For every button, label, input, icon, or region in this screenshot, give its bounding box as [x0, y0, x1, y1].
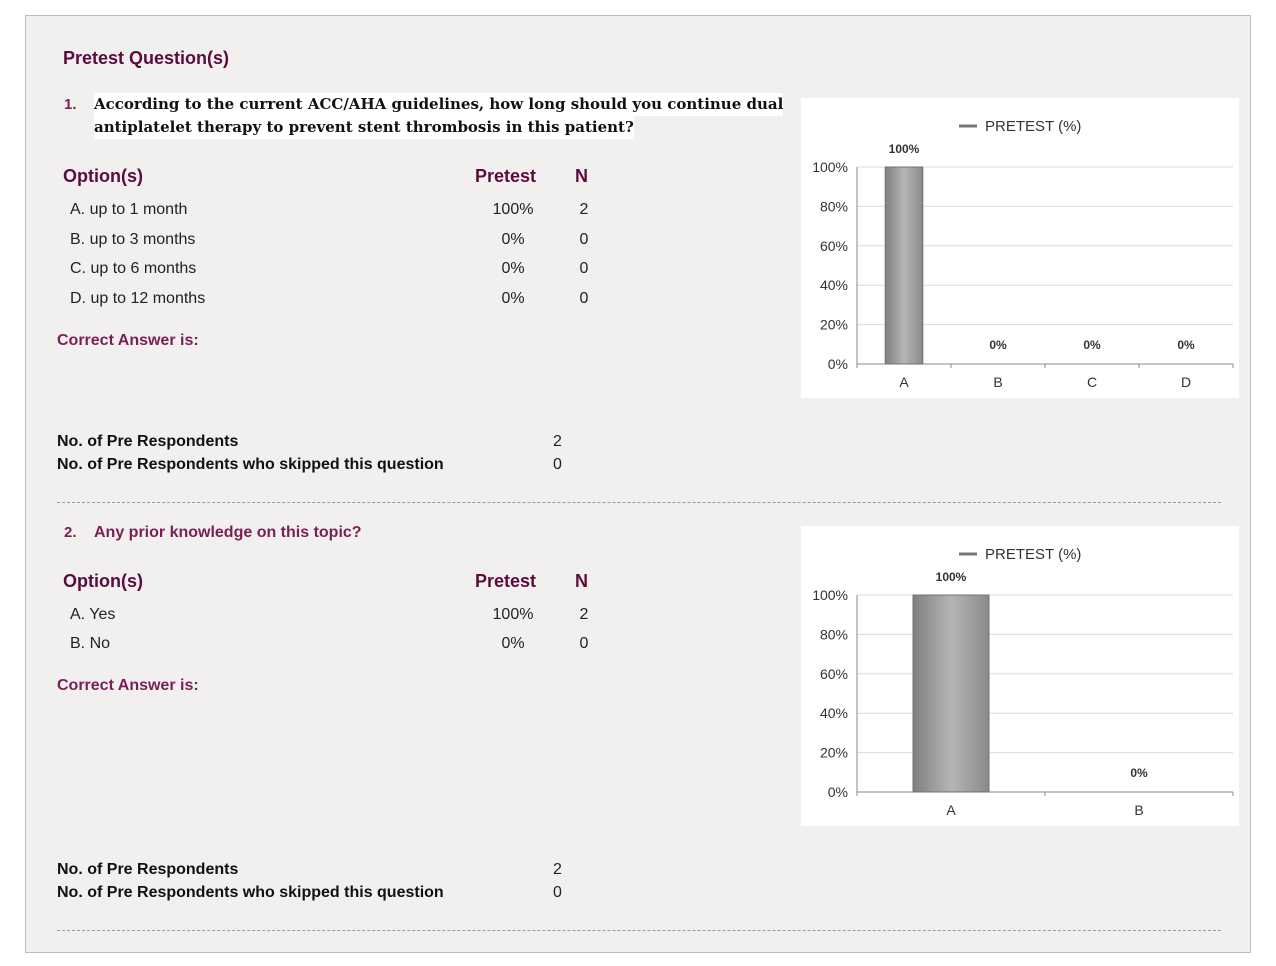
y-tick-label: 60%	[820, 238, 848, 254]
q1-option-b-pretest: 0%	[501, 231, 525, 248]
y-tick-label: 100%	[812, 587, 848, 603]
q1-skipped-label: No. of Pre Respondents who skipped this …	[57, 456, 444, 473]
q2-n-header: N	[575, 571, 588, 591]
q1-n-header: N	[575, 166, 588, 186]
q2-option-a-n: 2	[579, 606, 589, 623]
question-2-number: 2.	[64, 524, 77, 541]
y-tick-label: 20%	[820, 317, 848, 333]
q1-correct-answer-label: Correct Answer is:	[57, 332, 199, 349]
q1-option-a-n: 2	[579, 201, 589, 218]
x-tick-label-d: D	[1181, 374, 1191, 390]
q2-options-header: Option(s)	[63, 571, 143, 591]
q1-respondents-label: No. of Pre Respondents	[57, 433, 239, 450]
data-label-a: 100%	[889, 142, 920, 156]
x-tick-label-b: B	[993, 374, 1002, 390]
q1-option-b-n: 0	[579, 231, 589, 248]
section-title: Pretest Question(s)	[63, 48, 230, 68]
q2-option-b-pretest: 0%	[501, 635, 525, 652]
q2-correct-answer-label: Correct Answer is:	[57, 677, 199, 694]
q1-option-c-pretest: 0%	[501, 260, 525, 277]
q1-option-d-label: D. up to 12 months	[70, 290, 206, 307]
q2-skipped-label: No. of Pre Respondents who skipped this …	[57, 884, 444, 901]
data-label-b: 0%	[1130, 766, 1148, 780]
y-tick-label: 40%	[820, 705, 848, 721]
q2-bar-chart-svg: 0% 20% 40% 60% 80% 100% 100% A 0% B PRETEST (%)	[812, 546, 1234, 818]
y-tick-label: 80%	[820, 198, 848, 214]
data-label-b: 0%	[989, 338, 1007, 352]
q1-option-d-pretest: 0%	[501, 290, 525, 307]
q2-option-a-pretest: 100%	[492, 606, 534, 623]
q1-option-c-n: 0	[579, 260, 589, 277]
x-tick-label-a: A	[946, 802, 956, 818]
x-tick-label-a: A	[899, 374, 909, 390]
q1-respondents-value: 2	[553, 433, 562, 450]
y-tick-label: 0%	[828, 356, 848, 372]
bar-a	[912, 594, 990, 793]
q2-respondents-value: 2	[553, 861, 562, 878]
q1-option-a-pretest: 100%	[492, 201, 534, 218]
q1-option-c-label: C. up to 6 months	[70, 260, 197, 277]
data-label-c: 0%	[1083, 338, 1101, 352]
x-tick-label-c: C	[1087, 374, 1097, 390]
q1-options-header: Option(s)	[63, 166, 143, 186]
q1-option-d-n: 0	[579, 290, 589, 307]
y-tick-label: 60%	[820, 666, 848, 682]
q1-bar-chart-svg: 0% 20% 40% 60% 80% 100% 100% A 0% B 0% C 0% D PRETEST …	[812, 118, 1234, 390]
q2-option-b-label: B. No	[70, 635, 111, 652]
data-label-a: 100%	[936, 570, 967, 584]
q1-pretest-header: Pretest	[475, 166, 537, 186]
y-tick-label: 40%	[820, 277, 848, 293]
question-1-text-line2: antiplatelet therapy to prevent stent th…	[94, 116, 634, 139]
y-tick-label: 100%	[812, 159, 848, 175]
bar-a	[884, 166, 924, 365]
data-label-d: 0%	[1177, 338, 1195, 352]
question-1-number: 1.	[64, 96, 77, 113]
legend-label: PRETEST (%)	[985, 118, 1081, 135]
bottom-divider	[57, 930, 1221, 931]
results-panel: Pretest Question(s) 1. According to the …	[25, 15, 1251, 953]
y-tick-label: 20%	[820, 745, 848, 761]
legend-label: PRETEST (%)	[985, 546, 1081, 563]
q2-chart: 0% 20% 40% 60% 80% 100% 100% A 0% B PRETEST (%)	[801, 526, 1239, 826]
y-tick-label: 0%	[828, 784, 848, 800]
q2-option-b-n: 0	[579, 635, 589, 652]
q2-respondents-label: No. of Pre Respondents	[57, 861, 239, 878]
q1-option-a-label: A. up to 1 month	[70, 201, 188, 218]
x-tick-label-b: B	[1134, 802, 1143, 818]
q1-skipped-value: 0	[553, 456, 562, 473]
q2-option-a-label: A. Yes	[70, 606, 116, 623]
question-1-text-line1: According to the current ACC/AHA guideli…	[94, 93, 784, 116]
question-2-text: Any prior knowledge on this topic?	[94, 524, 362, 541]
q1-chart: 0% 20% 40% 60% 80% 100% 100% A 0% B 0% C 0% D PRETEST …	[801, 98, 1239, 398]
y-tick-label: 80%	[820, 626, 848, 642]
q2-pretest-header: Pretest	[475, 571, 537, 591]
q2-skipped-value: 0	[553, 884, 562, 901]
q1-option-b-label: B. up to 3 months	[70, 231, 196, 248]
section-divider	[57, 502, 1221, 503]
